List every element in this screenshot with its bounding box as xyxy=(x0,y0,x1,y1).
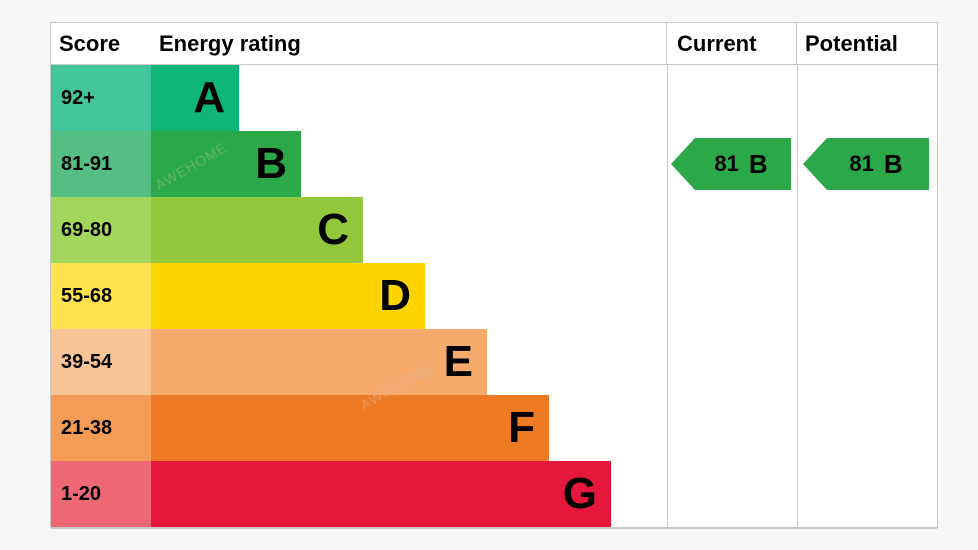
rating-bar: G xyxy=(151,461,611,527)
chart-bottom-border xyxy=(51,528,937,529)
header-potential: Potential xyxy=(797,23,937,64)
header-rating: Energy rating xyxy=(151,23,667,64)
pointer-letter: B xyxy=(884,149,903,180)
rating-letter: F xyxy=(508,403,549,453)
rating-bar: B xyxy=(151,131,301,197)
score-range: 55-68 xyxy=(51,263,151,329)
header-score: Score xyxy=(51,23,151,64)
score-range: 81-91 xyxy=(51,131,151,197)
rating-row: 92+ A xyxy=(51,65,937,131)
rating-letter: A xyxy=(193,73,239,123)
rating-row: 39-54 E xyxy=(51,329,937,395)
rating-letter: E xyxy=(444,337,487,387)
pointer-tip-icon xyxy=(803,138,827,190)
rating-rows: 92+ A 81-91 B 69-80 C 55-68 D 39-54 E 21-38 F 1-20 G 8… xyxy=(51,65,937,529)
rating-row: 55-68 D xyxy=(51,263,937,329)
current-pointer: 81 B xyxy=(671,138,791,190)
score-range: 92+ xyxy=(51,65,151,131)
pointer-score: 81 xyxy=(849,151,873,177)
score-range: 69-80 xyxy=(51,197,151,263)
rating-letter: D xyxy=(379,271,425,321)
header-row: Score Energy rating Current Potential xyxy=(51,23,937,65)
potential-pointer: 81 B xyxy=(803,138,929,190)
rating-bar: E xyxy=(151,329,487,395)
rating-row: 1-20 G xyxy=(51,461,937,527)
rating-bar: F xyxy=(151,395,549,461)
rating-bar: C xyxy=(151,197,363,263)
pointer-letter: B xyxy=(749,149,768,180)
score-range: 39-54 xyxy=(51,329,151,395)
rating-row: 21-38 F xyxy=(51,395,937,461)
score-range: 1-20 xyxy=(51,461,151,527)
pointer-tip-icon xyxy=(671,138,695,190)
rating-letter: B xyxy=(255,139,301,189)
rating-row: 69-80 C xyxy=(51,197,937,263)
pointer-body: 81 B xyxy=(827,138,929,190)
epc-chart: Score Energy rating Current Potential 92… xyxy=(50,22,938,528)
pointer-body: 81 B xyxy=(695,138,791,190)
rating-bar: A xyxy=(151,65,239,131)
score-range: 21-38 xyxy=(51,395,151,461)
header-current: Current xyxy=(667,23,797,64)
rating-letter: G xyxy=(563,469,611,519)
rating-letter: C xyxy=(317,205,363,255)
pointer-score: 81 xyxy=(714,151,738,177)
rating-bar: D xyxy=(151,263,425,329)
